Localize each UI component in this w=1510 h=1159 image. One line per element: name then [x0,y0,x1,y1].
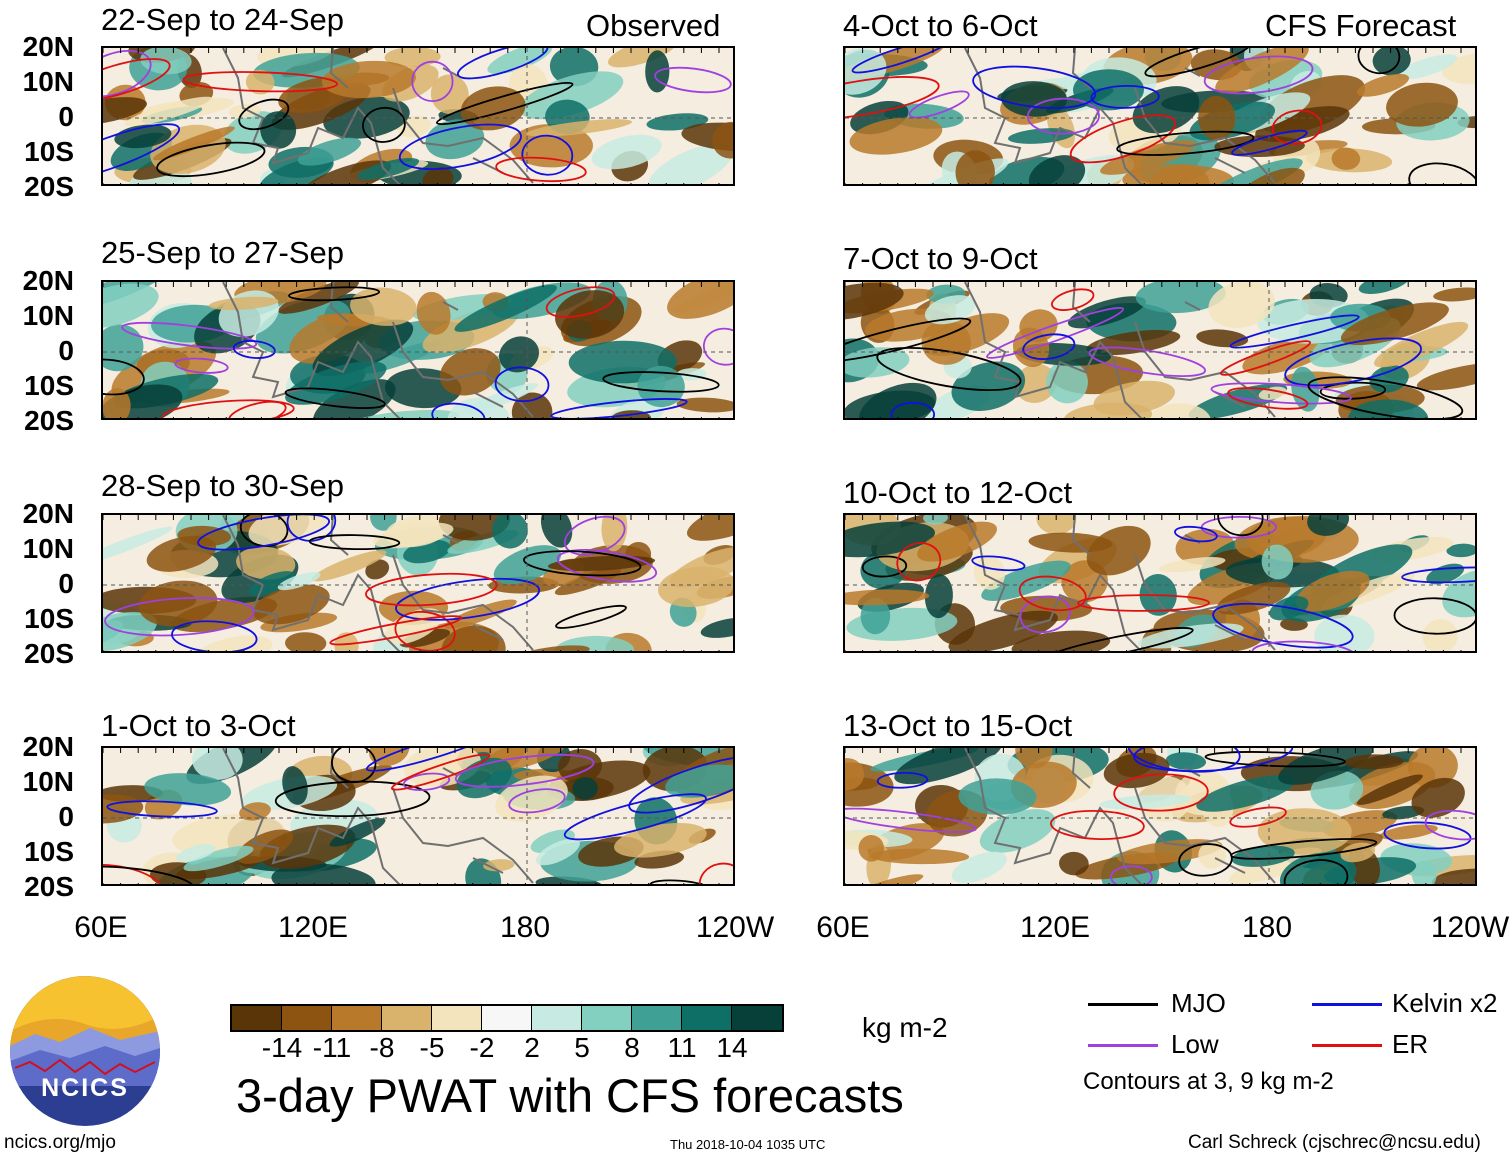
colorbar-label: -2 [469,1032,495,1063]
colorbar-label: -11 [312,1032,352,1063]
panel-title: 25-Sep to 27-Sep [101,235,345,270]
panel-title: 1-Oct to 3-Oct [101,708,296,743]
colorbar-swatch [632,1006,682,1030]
colorbar-swatch [582,1006,632,1030]
y-tick-label: 10N [22,300,74,331]
y-tick-label: 20N [22,731,74,762]
y-tick-label: 20S [24,405,74,436]
colorbar-swatch [232,1006,282,1030]
colorbar-label: -5 [419,1032,445,1063]
y-tick-label: 0 [58,568,74,599]
x-tick-label: 120W [1430,911,1510,944]
y-tick-label: 10N [22,66,74,97]
legend-label: ER [1392,1029,1429,1059]
map-panel [843,46,1477,186]
legend-label: Low [1171,1029,1219,1059]
map-panel [101,746,735,886]
map-panel [843,746,1477,886]
x-tick-label: 120E [277,911,349,944]
colorbar-label: 14 [716,1032,748,1063]
panel-title: 28-Sep to 30-Sep [101,468,345,503]
y-tick-label: 10S [24,370,74,401]
x-tick-label: 180 [1241,911,1293,944]
panel-title: 13-Oct to 15-Oct [843,708,1073,743]
colorbar-swatch [332,1006,382,1030]
legend-label: MJO [1171,988,1226,1018]
x-tick-label: 120W [695,911,775,944]
colorbar-swatch [682,1006,732,1030]
x-tick-label: 60E [74,911,128,944]
mjo-legend-line [1088,1003,1158,1006]
y-tick-label: 10N [22,766,74,797]
colorbar-label: 8 [624,1032,640,1063]
colorbar-swatch [432,1006,482,1030]
author-credit: Carl Schreck (cjschrec@ncsu.edu) [1188,1132,1481,1153]
cfs-forecast-label: CFS Forecast [1265,8,1457,43]
low-legend-line [1088,1044,1158,1047]
logo-text: NCICS [41,1074,129,1102]
colorbar-swatch [732,1006,782,1030]
colorbar-swatch [282,1006,332,1030]
y-tick-label: 10S [24,603,74,634]
colorbar-units: kg m-2 [862,1012,948,1043]
contours-note: Contours at 3, 9 kg m-2 [1083,1068,1334,1095]
y-tick-label: 20N [22,31,74,62]
timestamp: Thu 2018-10-04 1035 UTC [670,1137,826,1152]
map-panel [101,280,735,420]
x-tick-label: 60E [816,911,870,944]
y-tick-label: 20S [24,638,74,669]
y-tick-label: 0 [58,101,74,132]
y-tick-label: 10N [22,533,74,564]
colorbar-label: 11 [667,1032,697,1063]
panel-title: 4-Oct to 6-Oct [843,8,1038,43]
panel-title: 7-Oct to 9-Oct [843,241,1038,276]
y-tick-label: 10S [24,136,74,167]
x-tick-label: 180 [499,911,551,944]
observed-label: Observed [586,8,721,43]
panel-title: 10-Oct to 12-Oct [843,475,1073,510]
chart-title: 3-day PWAT with CFS forecasts [236,1069,904,1122]
colorbar-label: -8 [369,1032,395,1063]
kelvin-legend-line [1312,1003,1382,1006]
panel-title: 22-Sep to 24-Sep [101,2,345,37]
er-legend-line [1312,1044,1382,1047]
map-panel [101,46,735,186]
y-tick-label: 20N [22,498,74,529]
y-tick-label: 20S [24,871,74,902]
map-panel [101,513,735,653]
map-panel [843,280,1477,420]
colorbar-label: 2 [524,1032,540,1063]
mountain-logo-icon [10,976,160,1126]
colorbar-swatch [382,1006,432,1030]
colorbar-label: 5 [574,1032,590,1063]
y-tick-label: 20S [24,171,74,202]
y-tick-label: 10S [24,836,74,867]
y-tick-label: 20N [22,265,74,296]
y-tick-label: 0 [58,335,74,366]
ncics-logo: NCICS [10,976,160,1126]
source-url: ncics.org/mjo [4,1132,116,1153]
colorbar [230,1004,784,1032]
colorbar-swatch [532,1006,582,1030]
legend-label: Kelvin x2 [1392,988,1498,1018]
colorbar-swatch [482,1006,532,1030]
map-panel [843,513,1477,653]
y-tick-label: 0 [58,801,74,832]
colorbar-label: -14 [261,1032,303,1063]
x-tick-label: 120E [1019,911,1091,944]
